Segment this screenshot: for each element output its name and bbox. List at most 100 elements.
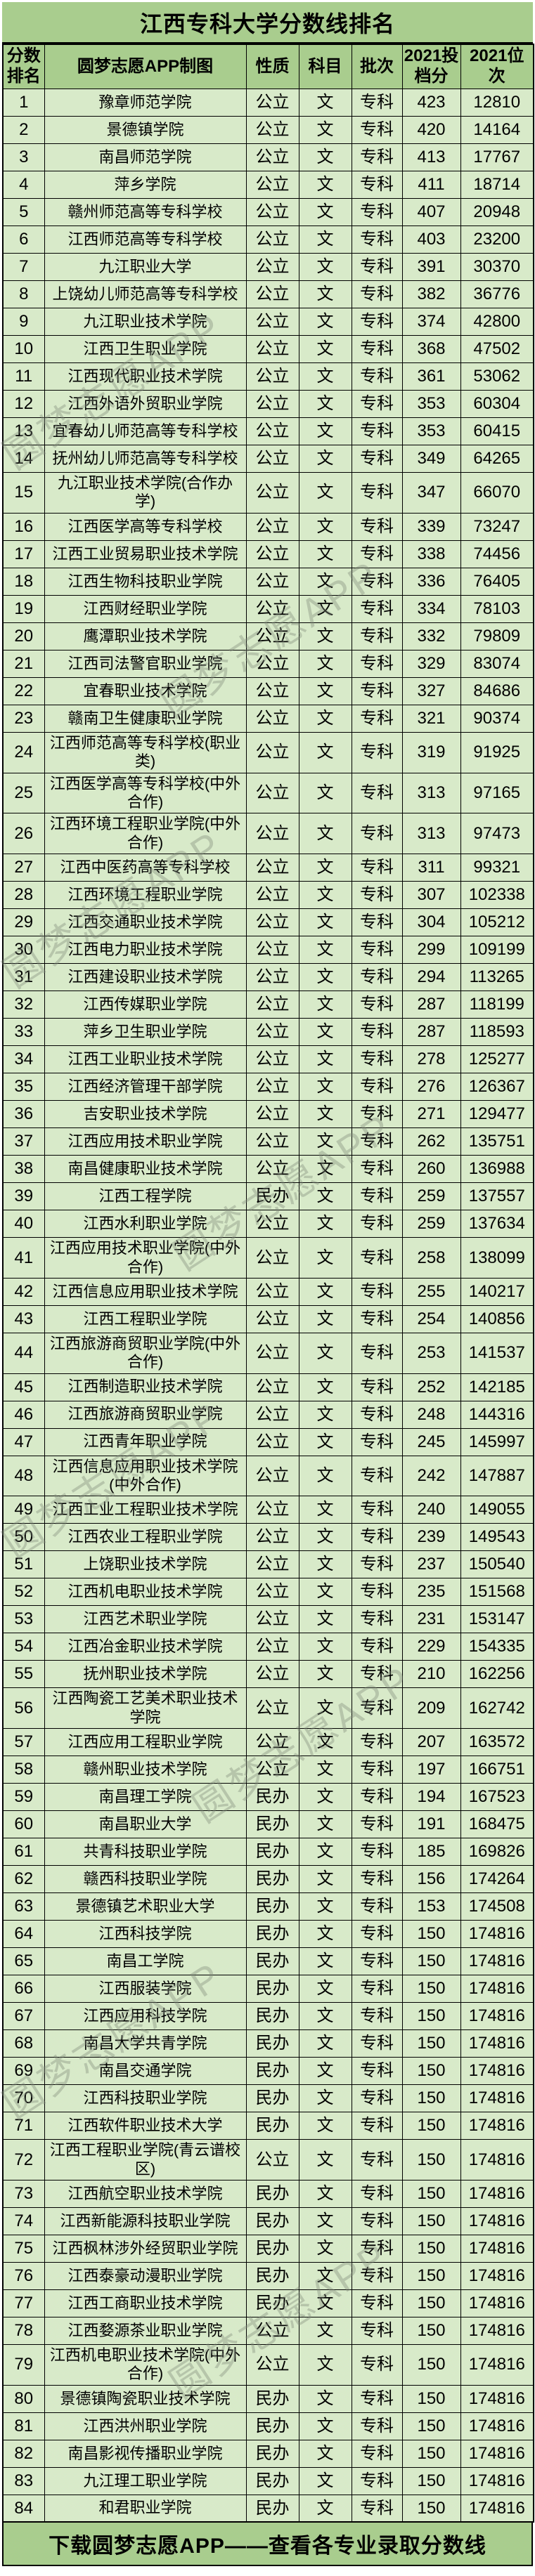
position-cell: 174816 <box>460 1920 534 1949</box>
table-row: 8 上饶幼儿师范高等专科学校 公立文专科 382 36776 <box>2 280 534 308</box>
score-cell: 150 <box>401 1920 461 1949</box>
table-row: 59 南昌理工学院 民办文专科 194 167523 <box>2 1783 534 1812</box>
table-row: 72 江西工程职业学院(青云谱校区) 公立文专科 150 174816 <box>2 2139 534 2181</box>
rank-cell: 10 <box>2 335 45 363</box>
batch-cell: 专科 <box>351 1975 403 2003</box>
position-cell: 174816 <box>460 2084 534 2113</box>
batch-cell: 专科 <box>351 1756 403 1784</box>
rank-cell: 2 <box>2 116 45 144</box>
subject-cell: 文 <box>298 622 352 650</box>
batch-cell: 专科 <box>351 1045 403 1074</box>
table-row: 61 共青科技职业学院 民办文专科 185 169826 <box>2 1838 534 1866</box>
batch-cell: 专科 <box>351 963 403 992</box>
batch-cell: 专科 <box>351 1523 403 1552</box>
school-name-cell: 抚州职业技术学院 <box>44 1660 247 1689</box>
position-cell: 20948 <box>460 198 534 226</box>
score-cell: 299 <box>401 936 461 965</box>
nature-cell: 民办 <box>245 2466 299 2495</box>
nature-cell: 民办 <box>245 1892 299 1921</box>
school-name-cell: 江西交通职业技术学院 <box>44 908 247 937</box>
batch-cell: 专科 <box>351 594 403 623</box>
nature-cell: 公立 <box>245 472 299 514</box>
subject-cell: 文 <box>298 731 352 773</box>
score-cell: 209 <box>401 1687 461 1730</box>
school-name-cell: 江西婺源茶业职业学院 <box>44 2317 247 2346</box>
score-cell: 253 <box>401 1332 461 1374</box>
batch-cell: 专科 <box>351 1660 403 1689</box>
position-cell: 149543 <box>460 1523 534 1552</box>
position-cell: 174816 <box>460 2466 534 2495</box>
score-cell: 423 <box>401 89 461 117</box>
subject-cell: 文 <box>298 936 352 965</box>
position-cell: 174816 <box>460 2207 534 2236</box>
batch-cell: 专科 <box>351 89 403 117</box>
subject-cell: 文 <box>298 225 352 254</box>
position-cell: 18714 <box>460 171 534 199</box>
subject-cell: 文 <box>298 2412 352 2440</box>
nature-cell: 公立 <box>245 1155 299 1184</box>
school-name-cell: 江西泰豪动漫职业学院 <box>44 2262 247 2291</box>
table-row: 34 江西工业职业技术学院 公立文专科 278 125277 <box>2 1045 534 1074</box>
subject-cell: 文 <box>298 2289 352 2318</box>
school-name-cell: 南昌交通学院 <box>44 2057 247 2086</box>
rank-cell: 16 <box>2 512 45 541</box>
batch-cell: 专科 <box>351 280 403 308</box>
subject-cell: 文 <box>298 472 352 514</box>
rank-cell: 61 <box>2 1838 45 1866</box>
table-row: 77 江西工商职业技术学院 民办文专科 150 174816 <box>2 2289 534 2318</box>
position-cell: 17767 <box>460 143 534 171</box>
page-title: 江西专科大学分数线排名 <box>2 2 533 44</box>
batch-cell: 专科 <box>351 2412 403 2440</box>
position-cell: 174816 <box>460 2180 534 2209</box>
score-cell: 252 <box>401 1373 461 1401</box>
score-cell: 150 <box>401 2112 461 2140</box>
rank-cell: 22 <box>2 676 45 705</box>
score-cell: 258 <box>401 1237 461 1279</box>
rank-cell: 50 <box>2 1523 45 1552</box>
school-name-cell: 景德镇陶瓷职业技术学院 <box>44 2384 247 2413</box>
rank-cell: 73 <box>2 2180 45 2209</box>
batch-cell: 专科 <box>351 622 403 650</box>
subject-cell: 文 <box>298 881 352 910</box>
subject-cell: 文 <box>298 813 352 855</box>
rank-cell: 44 <box>2 1332 45 1374</box>
score-cell: 262 <box>401 1127 461 1156</box>
batch-cell: 专科 <box>351 1210 403 1238</box>
subject-cell: 文 <box>298 1838 352 1866</box>
table-row: 2 景德镇学院 公立文专科 420 14164 <box>2 116 534 144</box>
table-row: 82 南昌影视传播职业学院 民办文专科 150 174816 <box>2 2439 534 2468</box>
school-name-cell: 江西工业工程职业技术学院 <box>44 1496 247 1524</box>
table-row: 58 赣州职业技术学院 公立文专科 197 166751 <box>2 1756 534 1784</box>
position-cell: 53062 <box>460 362 534 391</box>
school-name-cell: 赣州师范高等专科学校 <box>44 198 247 226</box>
school-name-cell: 南昌大学共青学院 <box>44 2029 247 2058</box>
nature-cell: 公立 <box>245 676 299 705</box>
score-cell: 339 <box>401 512 461 541</box>
table-row: 47 江西青年职业学院 公立文专科 245 145997 <box>2 1427 534 1456</box>
batch-cell: 专科 <box>351 116 403 144</box>
position-cell: 154335 <box>460 1633 534 1661</box>
school-name-cell: 宜春职业技术学院 <box>44 676 247 705</box>
subject-cell: 文 <box>298 2494 352 2523</box>
subject-cell: 文 <box>298 1073 352 1101</box>
batch-cell: 专科 <box>351 1373 403 1401</box>
nature-cell: 公立 <box>245 1373 299 1401</box>
nature-cell: 民办 <box>245 1865 299 1894</box>
school-name-cell: 赣南卫生健康职业学院 <box>44 704 247 733</box>
score-cell: 150 <box>401 2384 461 2413</box>
subject-cell: 文 <box>298 1455 352 1497</box>
subject-cell: 文 <box>298 2235 352 2263</box>
rank-cell: 8 <box>2 280 45 308</box>
col-header-school: 圆梦志愿APP制图 <box>44 44 247 89</box>
subject-cell: 文 <box>298 445 352 473</box>
score-cell: 368 <box>401 335 461 363</box>
table-row: 70 江西科技职业学院 民办文专科 150 174816 <box>2 2084 534 2113</box>
score-cell: 374 <box>401 308 461 336</box>
table-row: 35 江西经济管理干部学院 公立文专科 276 126367 <box>2 1073 534 1101</box>
batch-cell: 专科 <box>351 2207 403 2236</box>
nature-cell: 公立 <box>245 1687 299 1730</box>
nature-cell: 民办 <box>245 2002 299 2031</box>
rank-cell: 58 <box>2 1756 45 1784</box>
nature-cell: 公立 <box>245 881 299 910</box>
nature-cell: 公立 <box>245 1237 299 1279</box>
